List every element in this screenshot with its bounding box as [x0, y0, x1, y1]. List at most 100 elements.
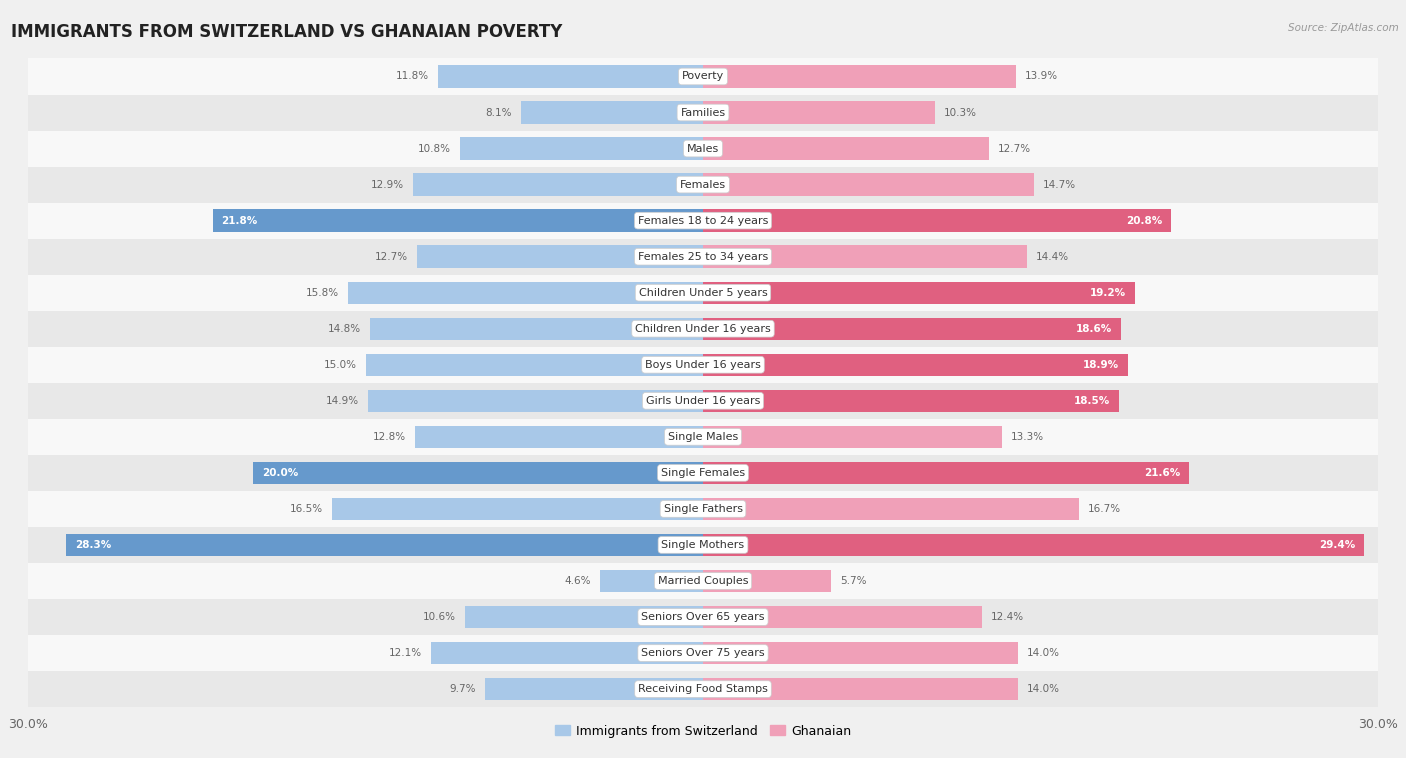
Bar — [430, 642, 703, 664]
Text: 19.2%: 19.2% — [1090, 288, 1126, 298]
Bar — [368, 390, 703, 412]
Text: Single Mothers: Single Mothers — [661, 540, 745, 550]
Text: Source: ZipAtlas.com: Source: ZipAtlas.com — [1288, 23, 1399, 33]
Bar — [28, 383, 1378, 419]
Bar — [703, 281, 1135, 304]
Bar — [415, 426, 703, 448]
Text: 12.7%: 12.7% — [375, 252, 408, 262]
Text: Poverty: Poverty — [682, 71, 724, 81]
Text: Receiving Food Stamps: Receiving Food Stamps — [638, 684, 768, 694]
Bar — [464, 606, 703, 628]
Text: Children Under 5 years: Children Under 5 years — [638, 288, 768, 298]
Bar — [28, 167, 1378, 202]
Bar — [437, 65, 703, 88]
Text: 18.6%: 18.6% — [1076, 324, 1112, 334]
Text: 18.9%: 18.9% — [1083, 360, 1119, 370]
Text: 14.8%: 14.8% — [328, 324, 361, 334]
Bar — [28, 671, 1378, 707]
Text: Males: Males — [688, 143, 718, 154]
Bar — [28, 563, 1378, 599]
Bar — [413, 174, 703, 196]
Text: 14.9%: 14.9% — [326, 396, 359, 406]
Text: 20.8%: 20.8% — [1126, 215, 1161, 226]
Bar — [460, 137, 703, 160]
Text: 12.7%: 12.7% — [998, 143, 1031, 154]
Bar — [703, 174, 1033, 196]
Text: Females 18 to 24 years: Females 18 to 24 years — [638, 215, 768, 226]
Text: 14.0%: 14.0% — [1026, 648, 1060, 658]
Bar — [703, 426, 1002, 448]
Text: 12.8%: 12.8% — [373, 432, 406, 442]
Bar — [366, 353, 703, 376]
Text: Children Under 16 years: Children Under 16 years — [636, 324, 770, 334]
Text: Seniors Over 65 years: Seniors Over 65 years — [641, 612, 765, 622]
Bar — [703, 102, 935, 124]
Text: 12.4%: 12.4% — [991, 612, 1024, 622]
Bar — [703, 642, 1018, 664]
Bar — [703, 570, 831, 592]
Bar — [28, 311, 1378, 346]
Text: 8.1%: 8.1% — [485, 108, 512, 117]
Bar — [703, 678, 1018, 700]
Bar — [703, 137, 988, 160]
Bar — [703, 209, 1171, 232]
Bar — [703, 498, 1078, 520]
Bar — [28, 202, 1378, 239]
Bar — [520, 102, 703, 124]
Bar — [28, 346, 1378, 383]
Text: 5.7%: 5.7% — [841, 576, 866, 586]
Text: 4.6%: 4.6% — [564, 576, 591, 586]
Text: Females: Females — [681, 180, 725, 190]
Text: Single Fathers: Single Fathers — [664, 504, 742, 514]
Text: 15.8%: 15.8% — [305, 288, 339, 298]
Bar — [703, 462, 1189, 484]
Text: 29.4%: 29.4% — [1319, 540, 1355, 550]
Text: Families: Families — [681, 108, 725, 117]
Bar — [253, 462, 703, 484]
Text: 14.4%: 14.4% — [1036, 252, 1069, 262]
Text: 12.9%: 12.9% — [371, 180, 404, 190]
Bar — [347, 281, 703, 304]
Text: Seniors Over 75 years: Seniors Over 75 years — [641, 648, 765, 658]
Bar — [703, 390, 1119, 412]
Text: Girls Under 16 years: Girls Under 16 years — [645, 396, 761, 406]
Bar — [28, 419, 1378, 455]
Text: 28.3%: 28.3% — [76, 540, 111, 550]
Text: Single Males: Single Males — [668, 432, 738, 442]
Bar — [66, 534, 703, 556]
Text: 10.6%: 10.6% — [423, 612, 456, 622]
Bar — [28, 527, 1378, 563]
Text: IMMIGRANTS FROM SWITZERLAND VS GHANAIAN POVERTY: IMMIGRANTS FROM SWITZERLAND VS GHANAIAN … — [11, 23, 562, 41]
Text: Boys Under 16 years: Boys Under 16 years — [645, 360, 761, 370]
Text: 12.1%: 12.1% — [388, 648, 422, 658]
Bar — [212, 209, 703, 232]
Bar — [703, 246, 1026, 268]
Bar — [28, 95, 1378, 130]
Text: 11.8%: 11.8% — [395, 71, 429, 81]
Text: 18.5%: 18.5% — [1074, 396, 1111, 406]
Bar — [28, 274, 1378, 311]
Text: 16.5%: 16.5% — [290, 504, 323, 514]
Bar — [703, 353, 1128, 376]
Bar — [28, 599, 1378, 635]
Bar — [28, 130, 1378, 167]
Bar — [28, 635, 1378, 671]
Bar — [28, 491, 1378, 527]
Text: 15.0%: 15.0% — [323, 360, 357, 370]
Text: 9.7%: 9.7% — [450, 684, 475, 694]
Bar — [703, 65, 1015, 88]
Bar — [599, 570, 703, 592]
Bar — [370, 318, 703, 340]
Text: 10.3%: 10.3% — [943, 108, 977, 117]
Legend: Immigrants from Switzerland, Ghanaian: Immigrants from Switzerland, Ghanaian — [550, 719, 856, 743]
Bar — [28, 455, 1378, 491]
Text: 14.0%: 14.0% — [1026, 684, 1060, 694]
Text: Females 25 to 34 years: Females 25 to 34 years — [638, 252, 768, 262]
Text: 13.9%: 13.9% — [1025, 71, 1057, 81]
Text: 16.7%: 16.7% — [1088, 504, 1121, 514]
Bar — [28, 58, 1378, 95]
Text: Single Females: Single Females — [661, 468, 745, 478]
Bar — [332, 498, 703, 520]
Text: 20.0%: 20.0% — [262, 468, 298, 478]
Bar — [703, 534, 1364, 556]
